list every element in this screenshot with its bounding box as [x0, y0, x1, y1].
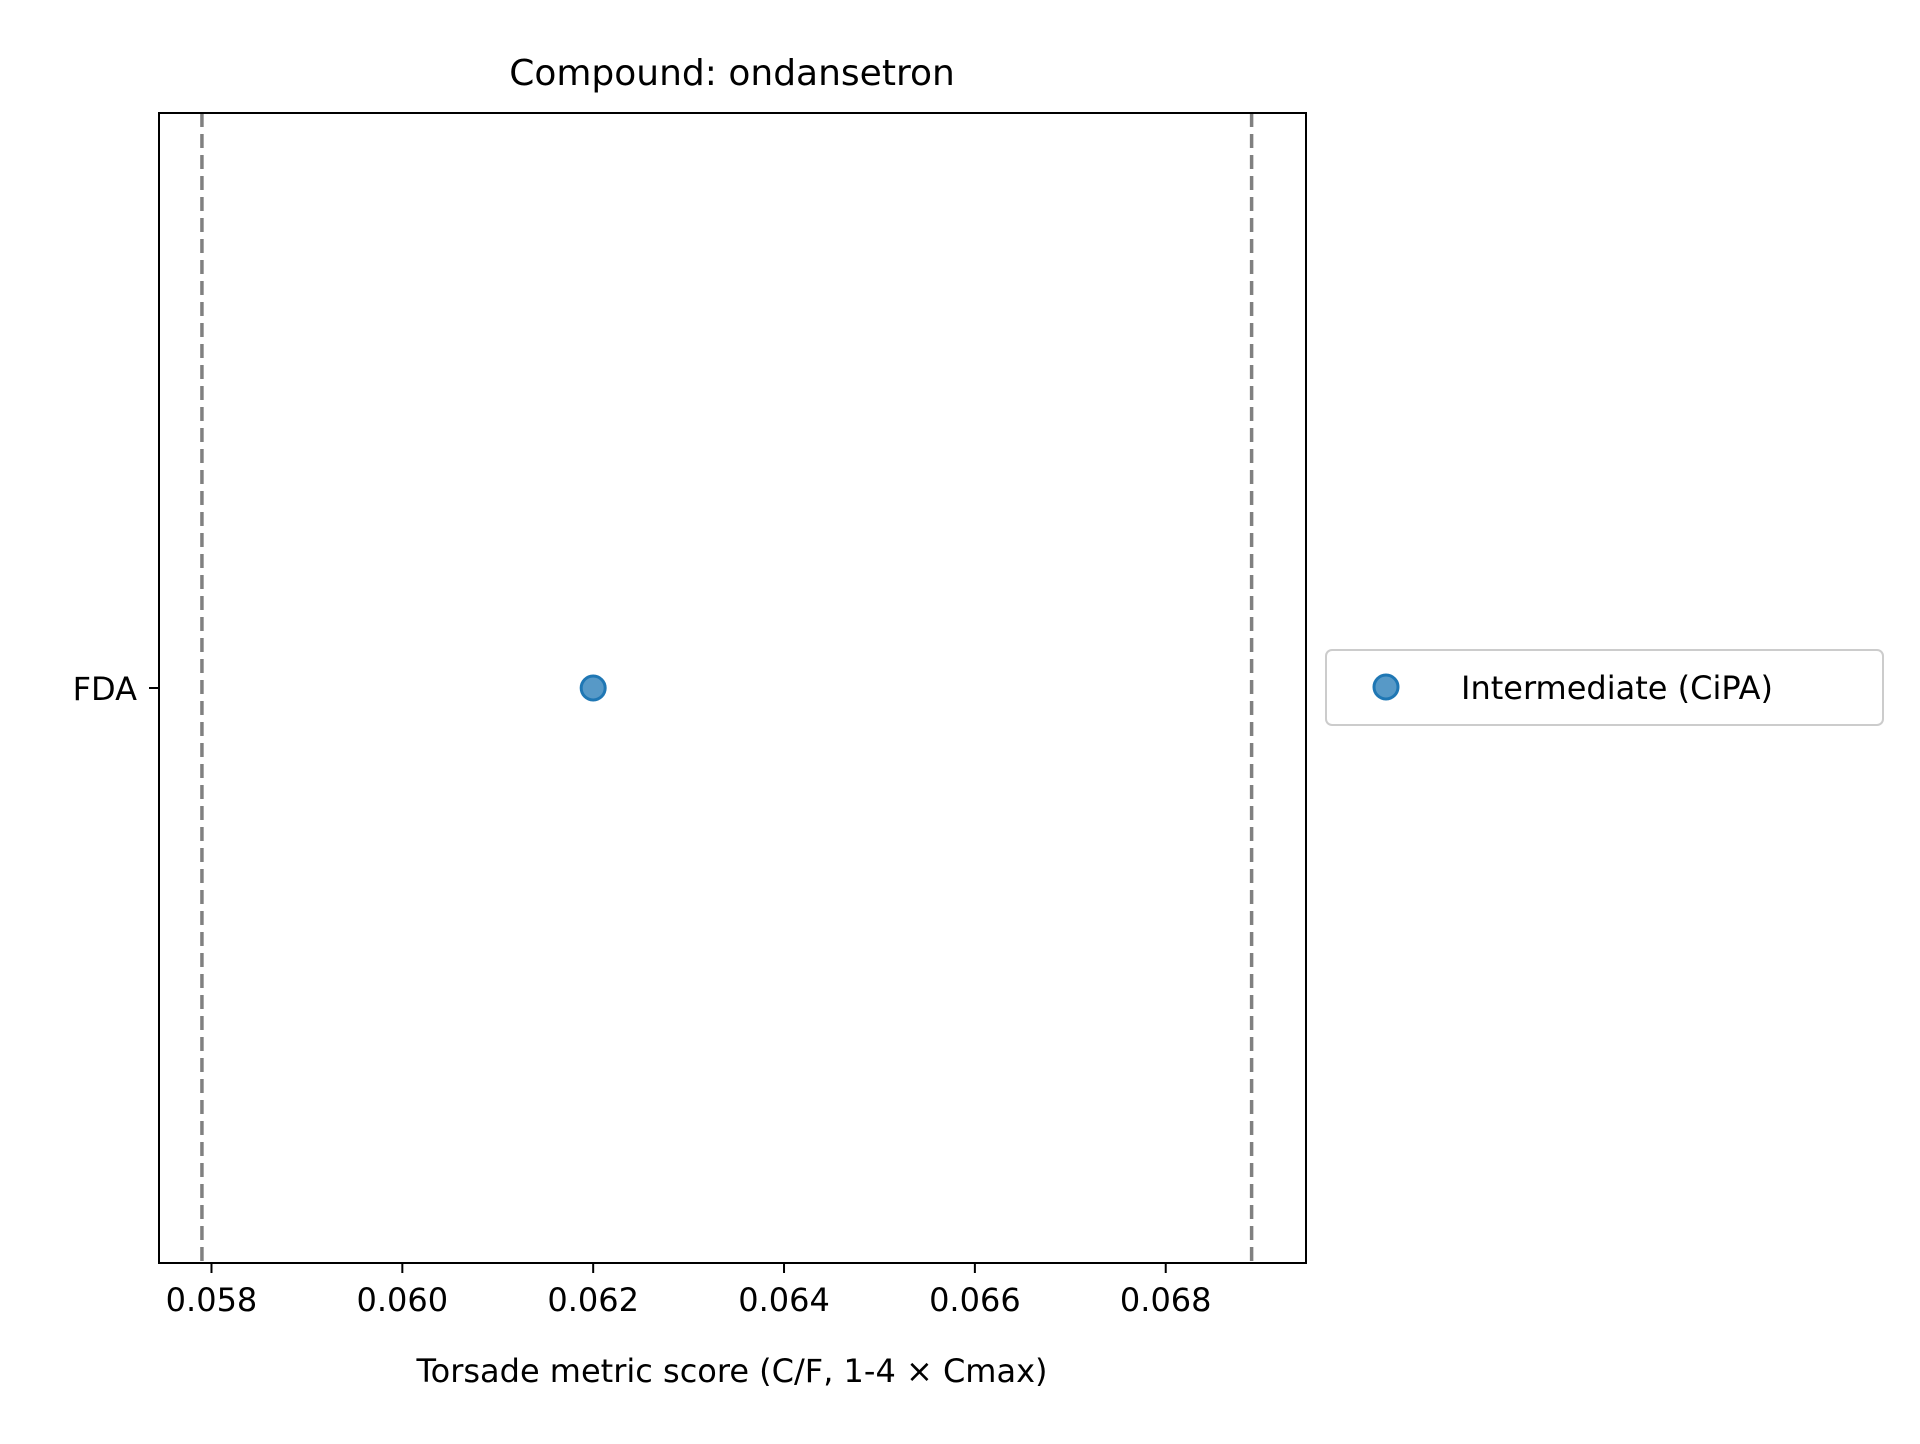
plot-area — [200, 113, 1254, 1263]
legend: Intermediate (CiPA) — [1325, 649, 1884, 726]
x-axis-label: Torsade metric score (C/F, 1-4 × Cmax) — [416, 1352, 1048, 1390]
x-tick-label-3: 0.062 — [547, 1281, 639, 1319]
x-tick-label-5: 0.066 — [929, 1281, 1021, 1319]
x-tick-label-1: 0.058 — [166, 1281, 258, 1319]
legend-label-1: Intermediate (CiPA) — [1461, 669, 1773, 707]
x-axis: 0.058 0.060 0.062 0.064 0.066 0.068 — [166, 1263, 1212, 1319]
legend-box — [1325, 649, 1884, 726]
y-axis: FDA — [73, 670, 159, 708]
legend-marker-1 — [1372, 673, 1400, 701]
chart-title: Compound: ondansetron — [509, 53, 955, 94]
y-tick-label-1: FDA — [73, 670, 137, 708]
data-point-1-1 — [579, 674, 607, 702]
x-tick-label-6: 0.068 — [1120, 1281, 1212, 1319]
x-tick-label-2: 0.060 — [357, 1281, 449, 1319]
x-tick-label-4: 0.064 — [738, 1281, 830, 1319]
